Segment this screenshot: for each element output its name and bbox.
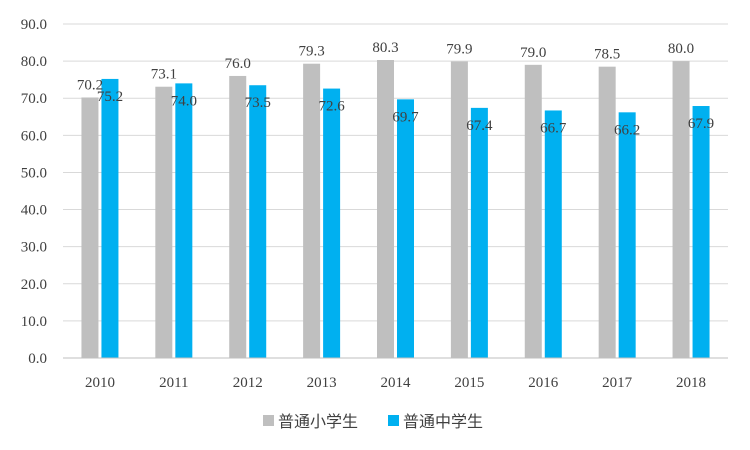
data-label: 66.7	[540, 120, 567, 136]
bar	[155, 86, 173, 359]
data-label: 73.5	[245, 95, 271, 111]
bar	[544, 110, 562, 358]
legend-swatch	[263, 415, 274, 426]
x-tick-label: 2013	[307, 375, 337, 391]
data-label: 70.2	[77, 77, 103, 93]
bars	[81, 59, 710, 359]
bar	[598, 66, 616, 358]
data-label: 79.0	[520, 45, 546, 61]
data-label: 73.1	[151, 67, 177, 83]
bar	[524, 64, 542, 359]
data-label: 80.0	[668, 41, 694, 57]
bar	[397, 99, 414, 358]
data-label: 67.4	[466, 118, 493, 134]
bar	[303, 63, 321, 358]
data-label: 69.7	[392, 109, 419, 125]
y-tick-label: 90.0	[21, 17, 47, 33]
legend-label: 普通小学生	[278, 412, 358, 431]
data-labels: 70.275.2 73.1 74.0 76.0 73.5 79.3 72.6 80.3 69.7…	[77, 40, 714, 138]
y-tick-label: 60.0	[21, 128, 47, 144]
legend-label: 普通中学生	[403, 412, 483, 431]
bar	[81, 97, 99, 358]
bar	[377, 59, 394, 359]
legend: 普通小学生 普通中学生	[263, 412, 483, 431]
data-label: 80.3	[372, 40, 398, 56]
data-label: 79.9	[446, 41, 472, 57]
y-axis-tick-labels: 0.0 10.0 20.0 30.0 40.0 50.0 60.0 70.0 80.0 90.0	[21, 17, 47, 367]
bar	[101, 78, 119, 359]
data-label: 72.6	[318, 99, 345, 115]
data-label: 78.5	[594, 47, 620, 63]
bar	[229, 75, 247, 358]
x-tick-label: 2010	[85, 375, 115, 391]
y-tick-label: 40.0	[21, 203, 47, 219]
x-tick-label: 2018	[676, 375, 706, 391]
y-tick-label: 10.0	[21, 314, 47, 330]
x-tick-label: 2011	[159, 375, 188, 391]
y-tick-label: 0.0	[28, 351, 47, 367]
bar	[323, 88, 341, 358]
bar	[175, 83, 193, 358]
bar	[618, 112, 636, 358]
legend-swatch	[388, 415, 399, 426]
x-axis-tick-labels: 2010 2011 2012 2013 2014 2015 2016 2017 2018	[85, 375, 706, 391]
y-tick-label: 70.0	[21, 91, 47, 107]
x-tick-label: 2014	[381, 375, 412, 391]
x-tick-label: 2016	[528, 375, 559, 391]
data-label: 75.2	[97, 89, 123, 105]
y-tick-label: 30.0	[21, 240, 47, 256]
bar	[692, 106, 710, 358]
y-tick-label: 50.0	[21, 165, 47, 181]
x-tick-label: 2017	[602, 375, 633, 391]
bar	[450, 61, 468, 358]
data-label: 76.0	[225, 56, 251, 72]
x-tick-label: 2012	[233, 375, 263, 391]
x-tick-label: 2015	[454, 375, 484, 391]
data-label: 74.0	[171, 93, 197, 109]
data-label: 67.9	[688, 116, 714, 132]
gridlines	[63, 23, 728, 322]
bar	[249, 85, 267, 358]
data-label: 66.2	[614, 122, 640, 138]
bar	[470, 107, 488, 358]
bar	[672, 61, 690, 358]
data-label: 79.3	[298, 44, 324, 60]
y-tick-label: 20.0	[21, 277, 47, 293]
y-tick-label: 80.0	[21, 54, 47, 70]
